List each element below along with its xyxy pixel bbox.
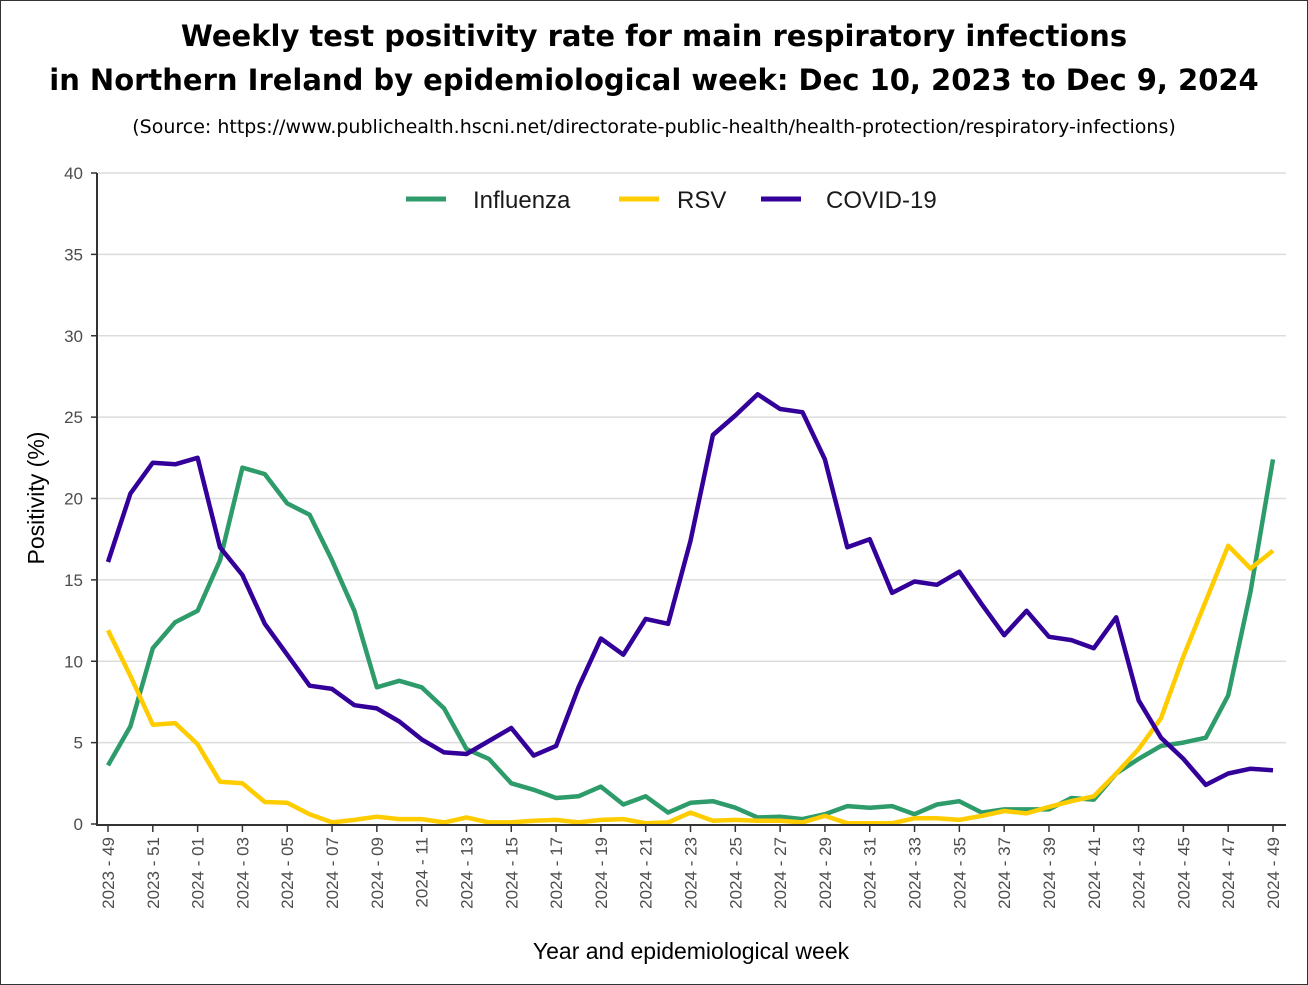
x-tick-label: 2024 - 37 xyxy=(995,837,1014,909)
chart-title: Weekly test positivity rate for main res… xyxy=(180,19,1128,53)
x-tick-label: 2024 - 35 xyxy=(950,837,969,909)
x-tick-label: 2024 - 33 xyxy=(906,837,925,909)
series-line-covid-19 xyxy=(105,392,1274,788)
x-tick-label: 2024 - 21 xyxy=(637,837,656,909)
x-tick-label: 2024 - 03 xyxy=(233,837,252,909)
legend-label: COVID-19 xyxy=(826,187,937,214)
x-tick-label: 2024 - 25 xyxy=(726,837,745,909)
x-tick-label: 2024 - 49 xyxy=(1264,837,1283,909)
y-axis-ticks: 0 5 10 15 20 25 30 35 40 xyxy=(64,164,97,834)
x-axis-title: Year and epidemiological week xyxy=(533,938,850,964)
x-tick-label: 2024 - 39 xyxy=(1040,837,1059,909)
legend-label: Influenza xyxy=(473,187,571,214)
x-tick-label: 2024 - 05 xyxy=(278,837,297,909)
legend: Influenza RSV COVID-19 xyxy=(406,187,937,214)
x-tick-label: 2024 - 23 xyxy=(682,837,701,909)
x-tick-label: 2024 - 27 xyxy=(771,837,790,909)
y-tick-label: 15 xyxy=(64,571,83,590)
y-axis-title: Positivity (%) xyxy=(23,432,49,565)
x-tick-label: 2024 - 13 xyxy=(457,837,476,909)
chart-subtitle-source: (Source: https://www.publichealth.hscni.… xyxy=(132,116,1176,138)
legend-label: RSV xyxy=(677,187,726,214)
y-tick-label: 0 xyxy=(74,815,83,834)
y-tick-label: 30 xyxy=(64,327,83,346)
x-tick-label: 2024 - 07 xyxy=(323,837,342,909)
x-tick-label: 2024 - 43 xyxy=(1130,837,1149,909)
x-tick-label: 2023 - 51 xyxy=(144,837,163,909)
x-tick-label: 2024 - 41 xyxy=(1085,837,1104,909)
x-axis-ticks: 2023 - 49 2023 - 51 2024 - 01 2024 - 03 2024… xyxy=(99,825,1283,909)
chart-title-line2: in Northern Ireland by epidemiological w… xyxy=(49,63,1259,97)
x-tick-label: 2024 - 19 xyxy=(592,837,611,909)
x-tick-label: 2024 - 45 xyxy=(1174,837,1193,909)
series-line-rsv xyxy=(105,543,1275,826)
x-tick-label: 2024 - 01 xyxy=(189,837,208,909)
x-tick-label: 2023 - 49 xyxy=(99,837,118,909)
x-tick-label: 2024 - 29 xyxy=(816,837,835,909)
y-tick-label: 5 xyxy=(74,734,83,753)
x-tick-label: 2024 - 11 xyxy=(413,837,432,908)
x-tick-label: 2024 - 09 xyxy=(368,837,387,909)
gridlines xyxy=(98,172,1286,744)
x-tick-label: 2024 - 15 xyxy=(502,837,521,909)
y-tick-label: 20 xyxy=(64,490,83,509)
y-tick-label: 10 xyxy=(64,652,83,671)
x-tick-label: 2024 - 17 xyxy=(547,837,566,909)
y-tick-label: 35 xyxy=(64,245,83,264)
x-tick-label: 2024 - 47 xyxy=(1219,837,1238,909)
series-lines xyxy=(105,392,1276,826)
y-tick-label: 40 xyxy=(64,164,83,183)
x-tick-label: 2024 - 31 xyxy=(861,837,880,909)
y-tick-label: 25 xyxy=(64,408,83,427)
